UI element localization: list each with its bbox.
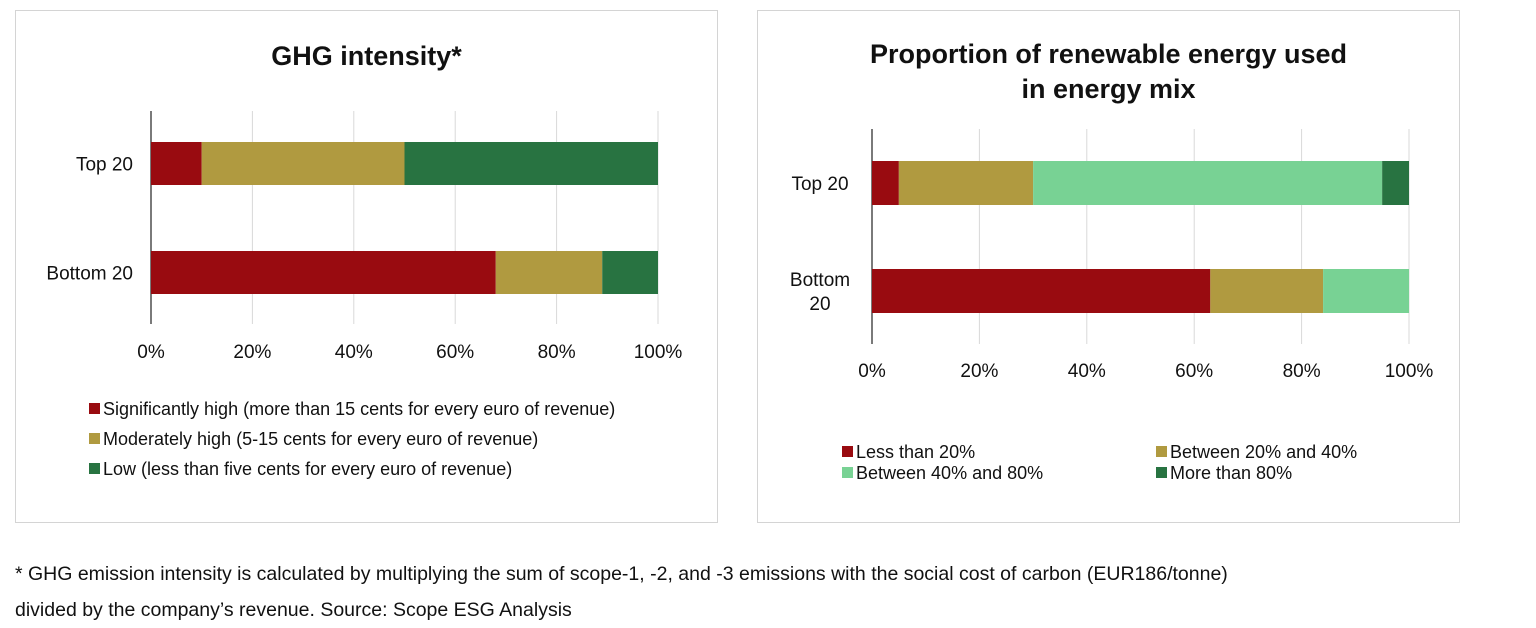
bar-segment	[404, 142, 658, 185]
legend-swatch	[842, 467, 853, 478]
legend-swatch	[89, 403, 100, 414]
category-label: Top 20	[791, 174, 848, 195]
bar-segment	[1382, 161, 1409, 205]
x-tick-label: 100%	[1385, 361, 1434, 382]
chart-title-line-2: in energy mix	[1021, 74, 1196, 104]
legend-swatch	[89, 463, 100, 474]
category-label: 20	[809, 294, 830, 315]
x-tick-label: 0%	[858, 361, 886, 382]
legend-item: Significantly high (more than 15 cents f…	[89, 398, 615, 420]
x-tick-label: 80%	[538, 342, 576, 363]
bar-segment	[602, 251, 658, 294]
renewable-bar-plot: Top 20 Bottom 20 0% 20% 40% 60% 80% 100%	[790, 129, 1434, 382]
legend-item: Between 40% and 80%	[842, 462, 1043, 484]
x-tick-label: 0%	[137, 342, 165, 363]
legend-label: Less than 20%	[856, 442, 976, 462]
legend-item: Between 20% and 40%	[1156, 441, 1357, 463]
legend-label: Between 20% and 40%	[1170, 442, 1358, 462]
legend-swatch	[842, 446, 853, 457]
bar-segment	[1033, 161, 1383, 205]
bar-segment	[872, 269, 1211, 313]
x-tick-label: 100%	[634, 342, 683, 363]
x-tick-label: 60%	[436, 342, 474, 363]
bar-segment	[151, 142, 202, 185]
x-tick-label: 60%	[1175, 361, 1213, 382]
category-label: Bottom 20	[46, 264, 133, 285]
legend-label: Significantly high (more than 15 cents f…	[103, 399, 616, 419]
bar-segment	[872, 161, 899, 205]
legend-swatch	[89, 433, 100, 444]
x-tick-label: 40%	[335, 342, 373, 363]
category-label: Bottom	[790, 270, 850, 291]
chart-title: GHG intensity*	[16, 39, 717, 74]
bar-segment	[898, 161, 1034, 205]
legend-label: Between 40% and 80%	[856, 463, 1044, 483]
legend-swatch	[1156, 467, 1167, 478]
legend-label: Moderately high (5-15 cents for every eu…	[103, 429, 539, 449]
bar-segment	[201, 142, 405, 185]
footnote-line-1: * GHG emission intensity is calculated b…	[15, 563, 1228, 585]
bar-segment	[495, 251, 603, 294]
legend-item: More than 80%	[1156, 462, 1292, 484]
legend-swatch	[1156, 446, 1167, 457]
x-tick-label: 20%	[233, 342, 271, 363]
ghg-bar-plot: Top 20 Bottom 20 0% 20% 40% 60% 80% 100%	[46, 111, 683, 363]
legend-label: More than 80%	[1170, 463, 1293, 483]
category-label: Top 20	[76, 155, 133, 176]
bar-segment	[1210, 269, 1324, 313]
chart-title-text: GHG intensity*	[271, 41, 462, 71]
footnote-line-2: divided by the company’s revenue. Source…	[15, 599, 572, 621]
footnote: * GHG emission intensity is calculated b…	[15, 556, 1530, 628]
x-tick-label: 40%	[1068, 361, 1106, 382]
bar-segment	[1323, 269, 1409, 313]
legend-item: Low (less than five cents for every euro…	[89, 458, 512, 480]
legend-label: Low (less than five cents for every euro…	[103, 459, 513, 479]
x-tick-label: 80%	[1283, 361, 1321, 382]
x-tick-label: 20%	[960, 361, 998, 382]
bar-segment	[151, 251, 496, 294]
ghg-intensity-chart: GHG intensity* Top 20 Bottom 20 0% 20% 40% 60…	[15, 10, 718, 523]
chart-title: Proportion of renewable energy used in e…	[758, 37, 1459, 107]
legend-item: Moderately high (5-15 cents for every eu…	[89, 428, 538, 450]
legend-item: Less than 20%	[842, 441, 975, 463]
renewable-energy-chart: Proportion of renewable energy used in e…	[757, 10, 1460, 523]
chart-title-line-1: Proportion of renewable energy used	[869, 39, 1348, 69]
